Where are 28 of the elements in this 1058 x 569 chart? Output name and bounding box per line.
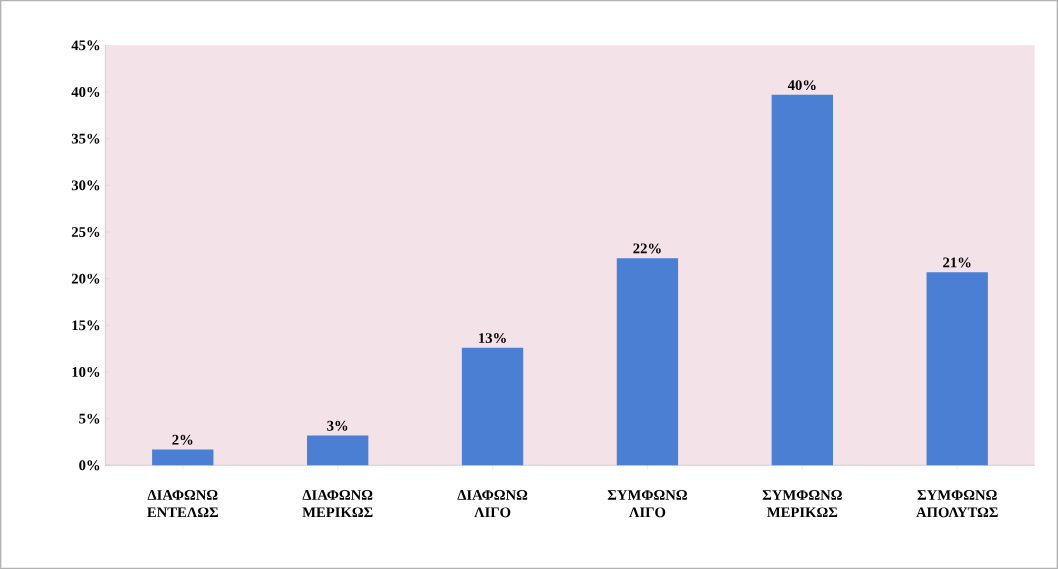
x-tick-label: ΔΙΑΦΩΝΩ ΜΕΡΙΚΩΣ — [302, 490, 373, 518]
y-tick-label: 25% — [71, 227, 100, 237]
data-label: 2% — [172, 434, 193, 445]
y-tick-label: 30% — [71, 180, 100, 191]
bar — [771, 94, 833, 466]
y-tick-label: 0% — [79, 460, 100, 471]
bar — [461, 347, 524, 466]
y-tick-label: 40% — [71, 87, 100, 97]
x-tick-label: ΣΥΜΦΩΝΩ ΛΙΓΟ — [607, 490, 687, 518]
x-tick-label: ΣΥΜΦΩΝΩ ΑΠΟΛΥΤΩΣ — [916, 490, 998, 518]
bar — [152, 449, 214, 466]
y-tick-label: 10% — [72, 367, 100, 377]
bar — [926, 272, 988, 466]
bar — [616, 258, 679, 466]
y-tick-label: 35% — [71, 133, 100, 144]
data-label: 40% — [787, 80, 816, 91]
y-tick-label: 20% — [71, 273, 100, 284]
y-tick-label: 15% — [72, 320, 100, 331]
data-label: 22% — [633, 243, 661, 254]
data-label: 13% — [479, 333, 506, 344]
data-label: 3% — [327, 420, 348, 431]
bar — [307, 435, 369, 466]
y-tick-label: 45% — [71, 40, 100, 51]
x-tick-label: ΔΙΑΦΩΝΩ ΕΝΤΕΛΩΣ — [147, 490, 218, 518]
x-tick-label: ΔΙΑΦΩΝΩ ΛΙΓΟ — [457, 490, 528, 518]
y-tick-label: 5% — [79, 413, 100, 424]
x-tick-label: ΣΥΜΦΩΝΩ ΜΕΡΙΚΩΣ — [762, 490, 842, 518]
data-label: 21% — [943, 257, 971, 268]
